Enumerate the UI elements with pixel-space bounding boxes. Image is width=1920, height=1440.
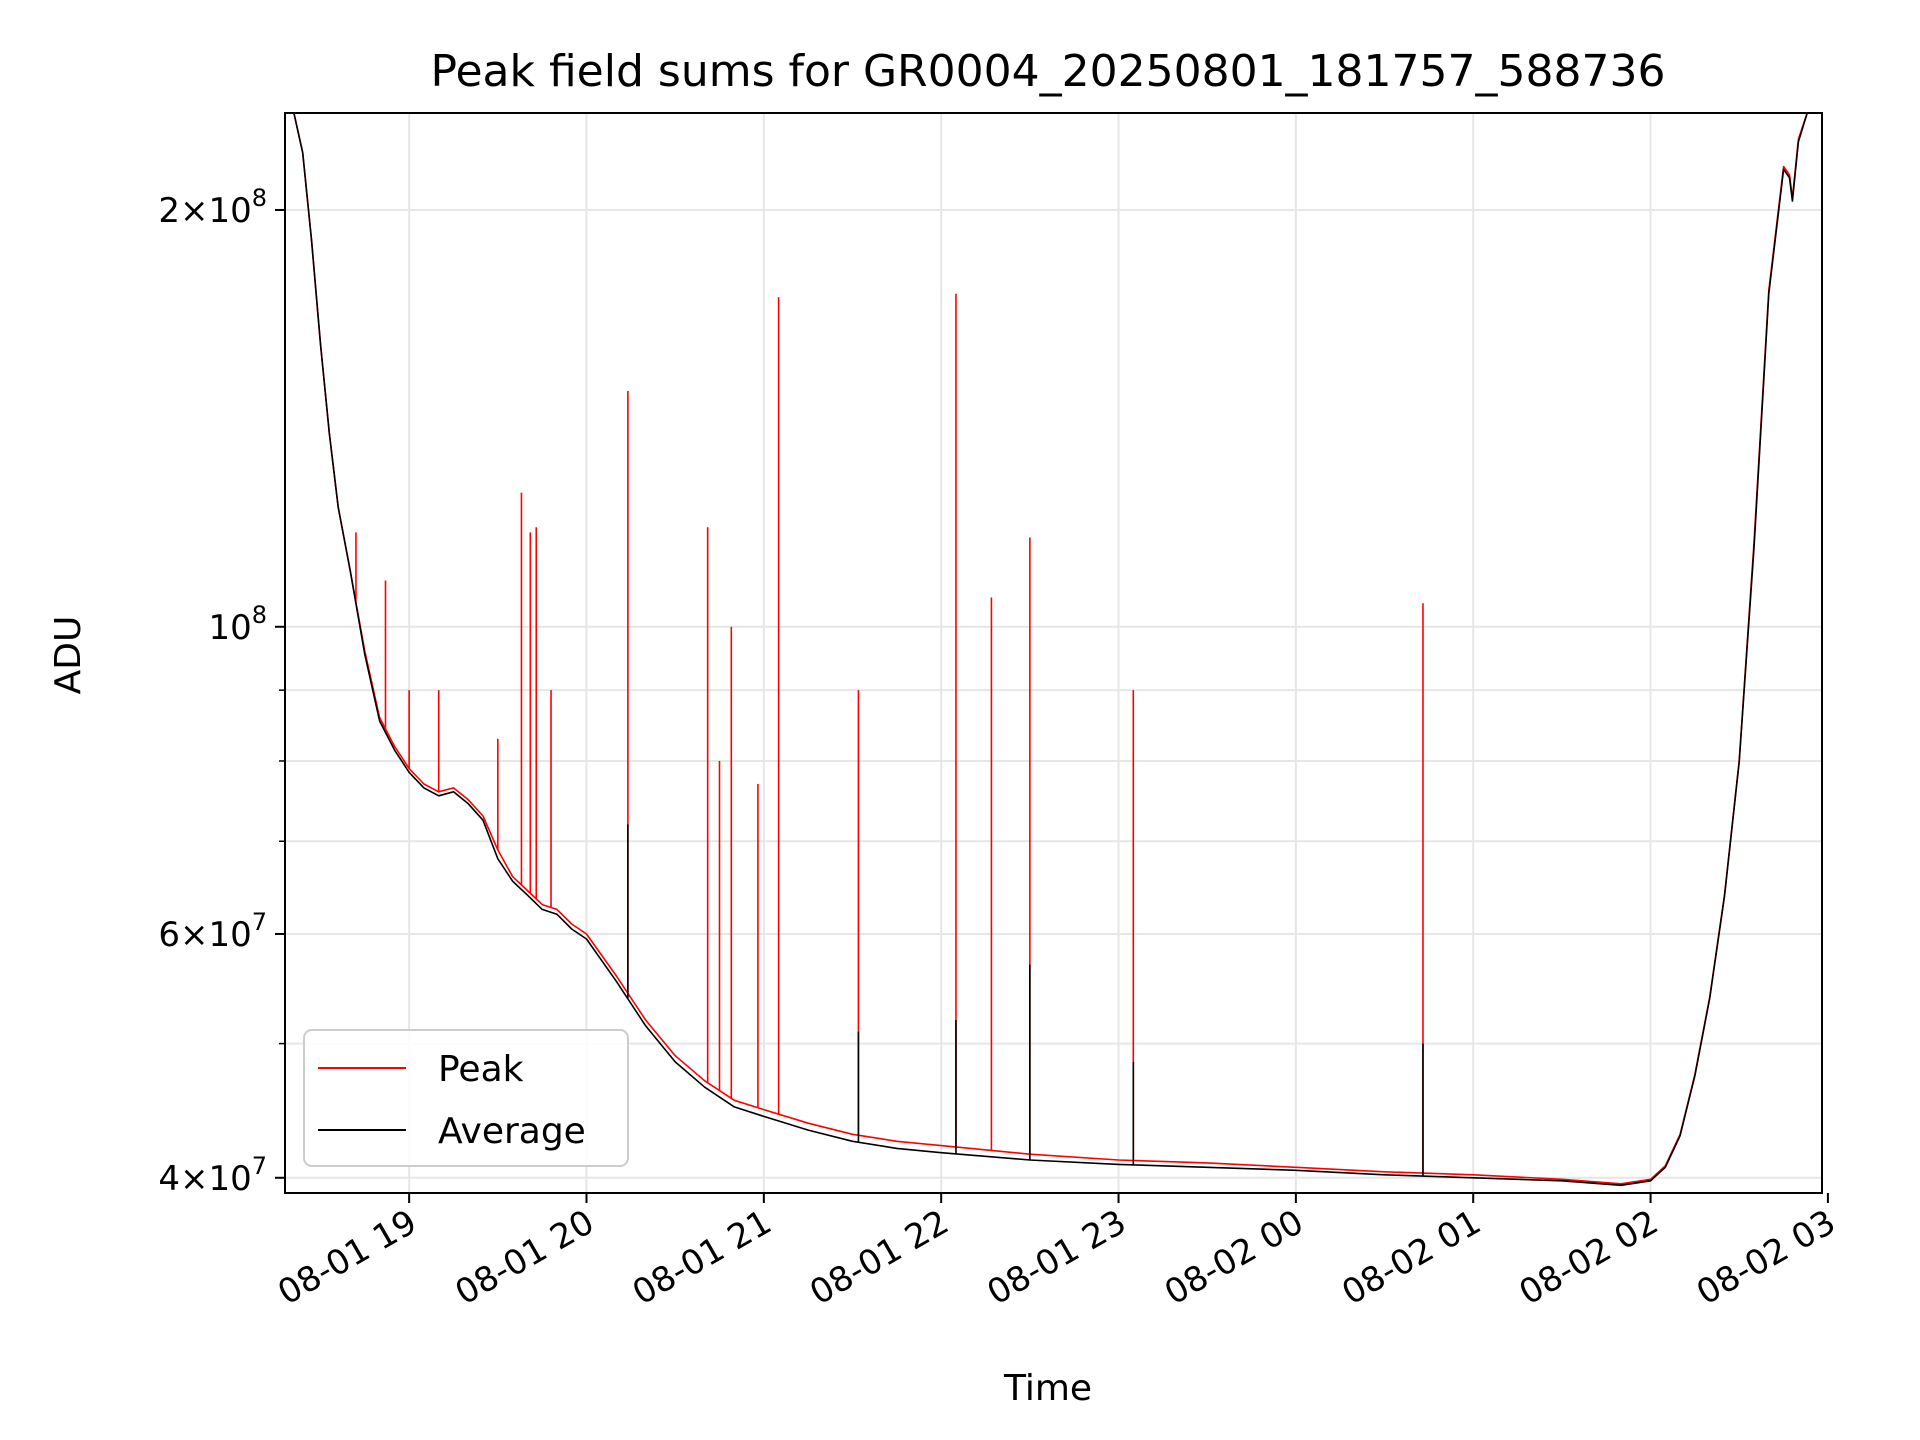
x-tick-label: 08-01 19 bbox=[271, 1202, 423, 1313]
x-tick-label: 08-01 20 bbox=[449, 1202, 601, 1313]
x-tick-label: 08-01 22 bbox=[803, 1202, 955, 1313]
y-tick-exponent: 7 bbox=[252, 1152, 267, 1180]
y-tick-mantissa: 6 bbox=[158, 915, 180, 955]
plot-series bbox=[285, 113, 1822, 1187]
legend-label-peak: Peak bbox=[438, 1049, 524, 1090]
x-tick-label: 08-02 03 bbox=[1690, 1202, 1842, 1313]
y-tick-mantissa: 4 bbox=[158, 1159, 180, 1199]
plot-frame bbox=[284, 112, 1823, 1194]
series-group bbox=[285, 113, 1822, 1187]
chart-title: Peak field sums for GR0004_20250801_1817… bbox=[431, 46, 1666, 97]
y-tick-times-sign: × bbox=[180, 191, 209, 231]
x-tick-label: 08-01 23 bbox=[981, 1202, 1133, 1313]
x-tick-label: 08-01 21 bbox=[626, 1202, 778, 1313]
y-tick-times-sign: × bbox=[180, 1159, 209, 1199]
y-tick-base: 10 bbox=[208, 608, 251, 648]
y-tick-exponent: 7 bbox=[252, 908, 267, 936]
y-tick-label: 4×107 bbox=[158, 1152, 267, 1199]
grid bbox=[285, 113, 1822, 1193]
legend-box bbox=[303, 1029, 629, 1167]
y-tick-label: 6×107 bbox=[158, 908, 267, 955]
x-axis-label: Time bbox=[1003, 1368, 1092, 1409]
x-tick-label: 08-02 01 bbox=[1335, 1202, 1487, 1313]
y-tick-base: 10 bbox=[208, 915, 251, 955]
x-tick-label: 08-02 00 bbox=[1158, 1202, 1310, 1313]
legend: Peak Average bbox=[303, 1029, 629, 1167]
y-tick-mantissa: 2 bbox=[158, 191, 180, 231]
y-axis-label: ADU bbox=[48, 616, 89, 695]
y-tick-base: 10 bbox=[208, 1159, 251, 1199]
x-tick-label: 08-02 02 bbox=[1513, 1202, 1665, 1313]
y-tick-label: 2×108 bbox=[158, 184, 267, 231]
legend-label-average: Average bbox=[438, 1111, 586, 1152]
series-line-peak bbox=[285, 113, 1822, 1185]
y-tick-exponent: 8 bbox=[252, 184, 267, 212]
y-tick-times-sign: × bbox=[180, 915, 209, 955]
series-line-average bbox=[285, 113, 1822, 1187]
y-tick-exponent: 8 bbox=[252, 601, 267, 629]
y-tick-base: 10 bbox=[208, 191, 251, 231]
y-tick-label: 108 bbox=[208, 601, 267, 648]
